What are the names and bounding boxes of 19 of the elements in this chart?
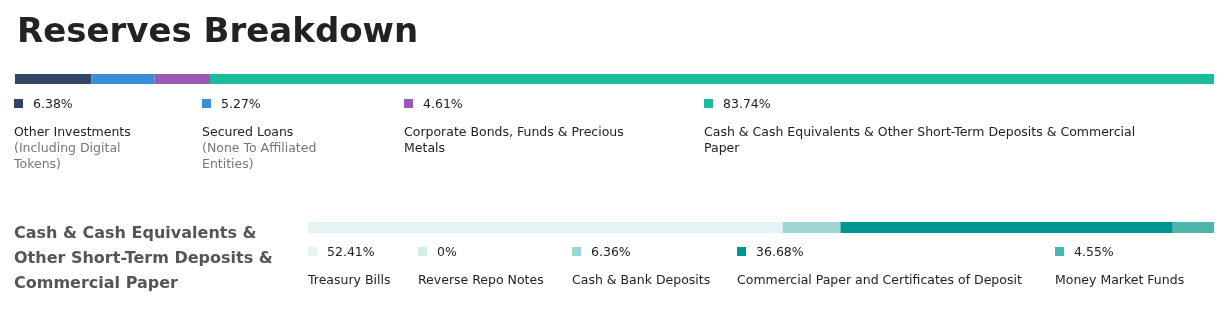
bar — [91, 74, 155, 84]
bar — [209, 74, 1214, 84]
text: Cash & Cash Equivalents & Other Short-Term Deposits & Commercial Paper — [14, 222, 274, 294]
bar — [782, 222, 841, 233]
legend-label: 4.61% Corporate Bonds, Funds & Precious Metals — [404, 96, 625, 156]
legend-label: 0% Reverse Repo Notes — [418, 244, 545, 288]
legend-label: 52.41% Treasury Bills — [308, 244, 392, 288]
chart-title: Reserves Breakdown — [17, 10, 419, 50]
legend-label: 83.74% Cash & Cash Equivalents & Other Short-Term Deposits & Commercial Paper — [704, 96, 1137, 156]
legend-label: 36.68% Commercial Paper and Certificates of Deposit — [737, 244, 1023, 288]
bar — [15, 74, 92, 84]
bar — [154, 74, 210, 84]
legend-label: 4.55% Money Market Funds — [1055, 244, 1186, 288]
bar — [840, 222, 1173, 233]
bar — [308, 222, 783, 233]
legend-label: 6.36% Cash & Bank Deposits — [572, 244, 712, 288]
bar — [1172, 222, 1214, 233]
legend-label: 5.27% Secured Loans (None To Affiliated Entities) — [202, 96, 318, 172]
legend-label: 6.38% Other Investments (Including Digital Tokens) — [14, 96, 132, 172]
